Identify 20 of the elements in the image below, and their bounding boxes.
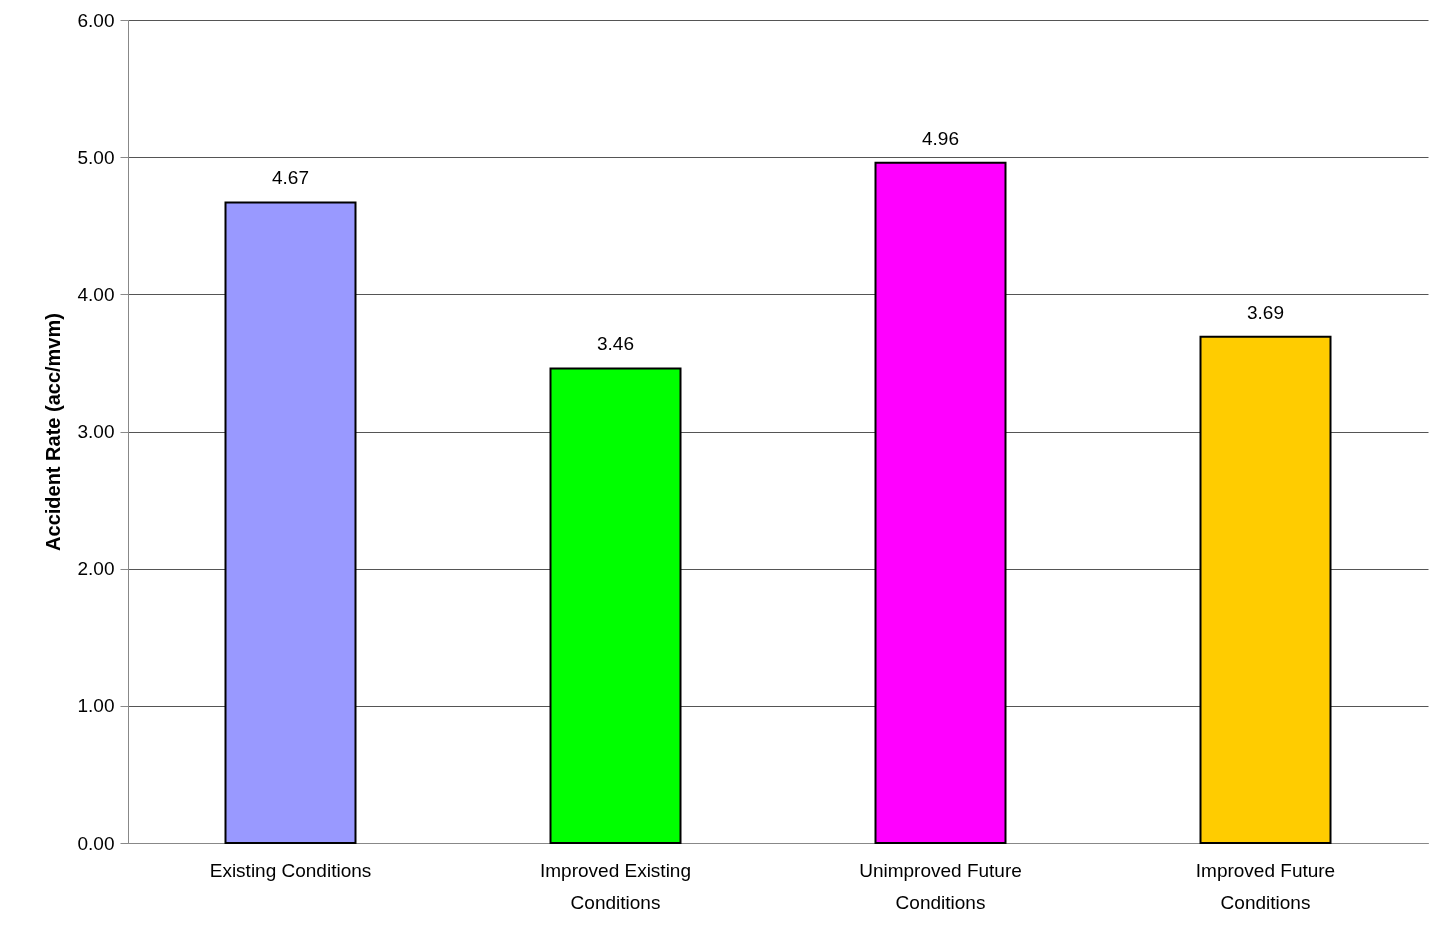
bar <box>1199 335 1332 844</box>
data-label: 4.96 <box>922 127 959 149</box>
bar <box>224 201 357 844</box>
y-axis-title: Accident Rate (acc/mvm) <box>41 313 64 551</box>
x-tick-label: Improved Future Conditions <box>1195 859 1336 913</box>
x-tick-label: Unimproved Future Conditions <box>859 859 1022 913</box>
y-tick-label: 5.00 <box>77 146 115 168</box>
y-tick-label: 0.00 <box>77 832 115 854</box>
data-label: 3.69 <box>1247 301 1284 323</box>
y-tick-label: 6.00 <box>77 9 115 31</box>
x-tick-label: Improved Existing Conditions <box>539 859 692 913</box>
y-tick-label: 4.00 <box>77 283 115 305</box>
y-tick-label: 1.00 <box>77 695 115 717</box>
y-tick-label: 3.00 <box>77 421 115 442</box>
bar <box>874 161 1007 844</box>
data-label: 4.67 <box>272 167 309 189</box>
bar <box>549 367 682 844</box>
x-tick-label: Existing Conditions <box>209 859 372 881</box>
data-label: 3.46 <box>597 333 634 355</box>
y-tick-label: 2.00 <box>77 558 115 580</box>
